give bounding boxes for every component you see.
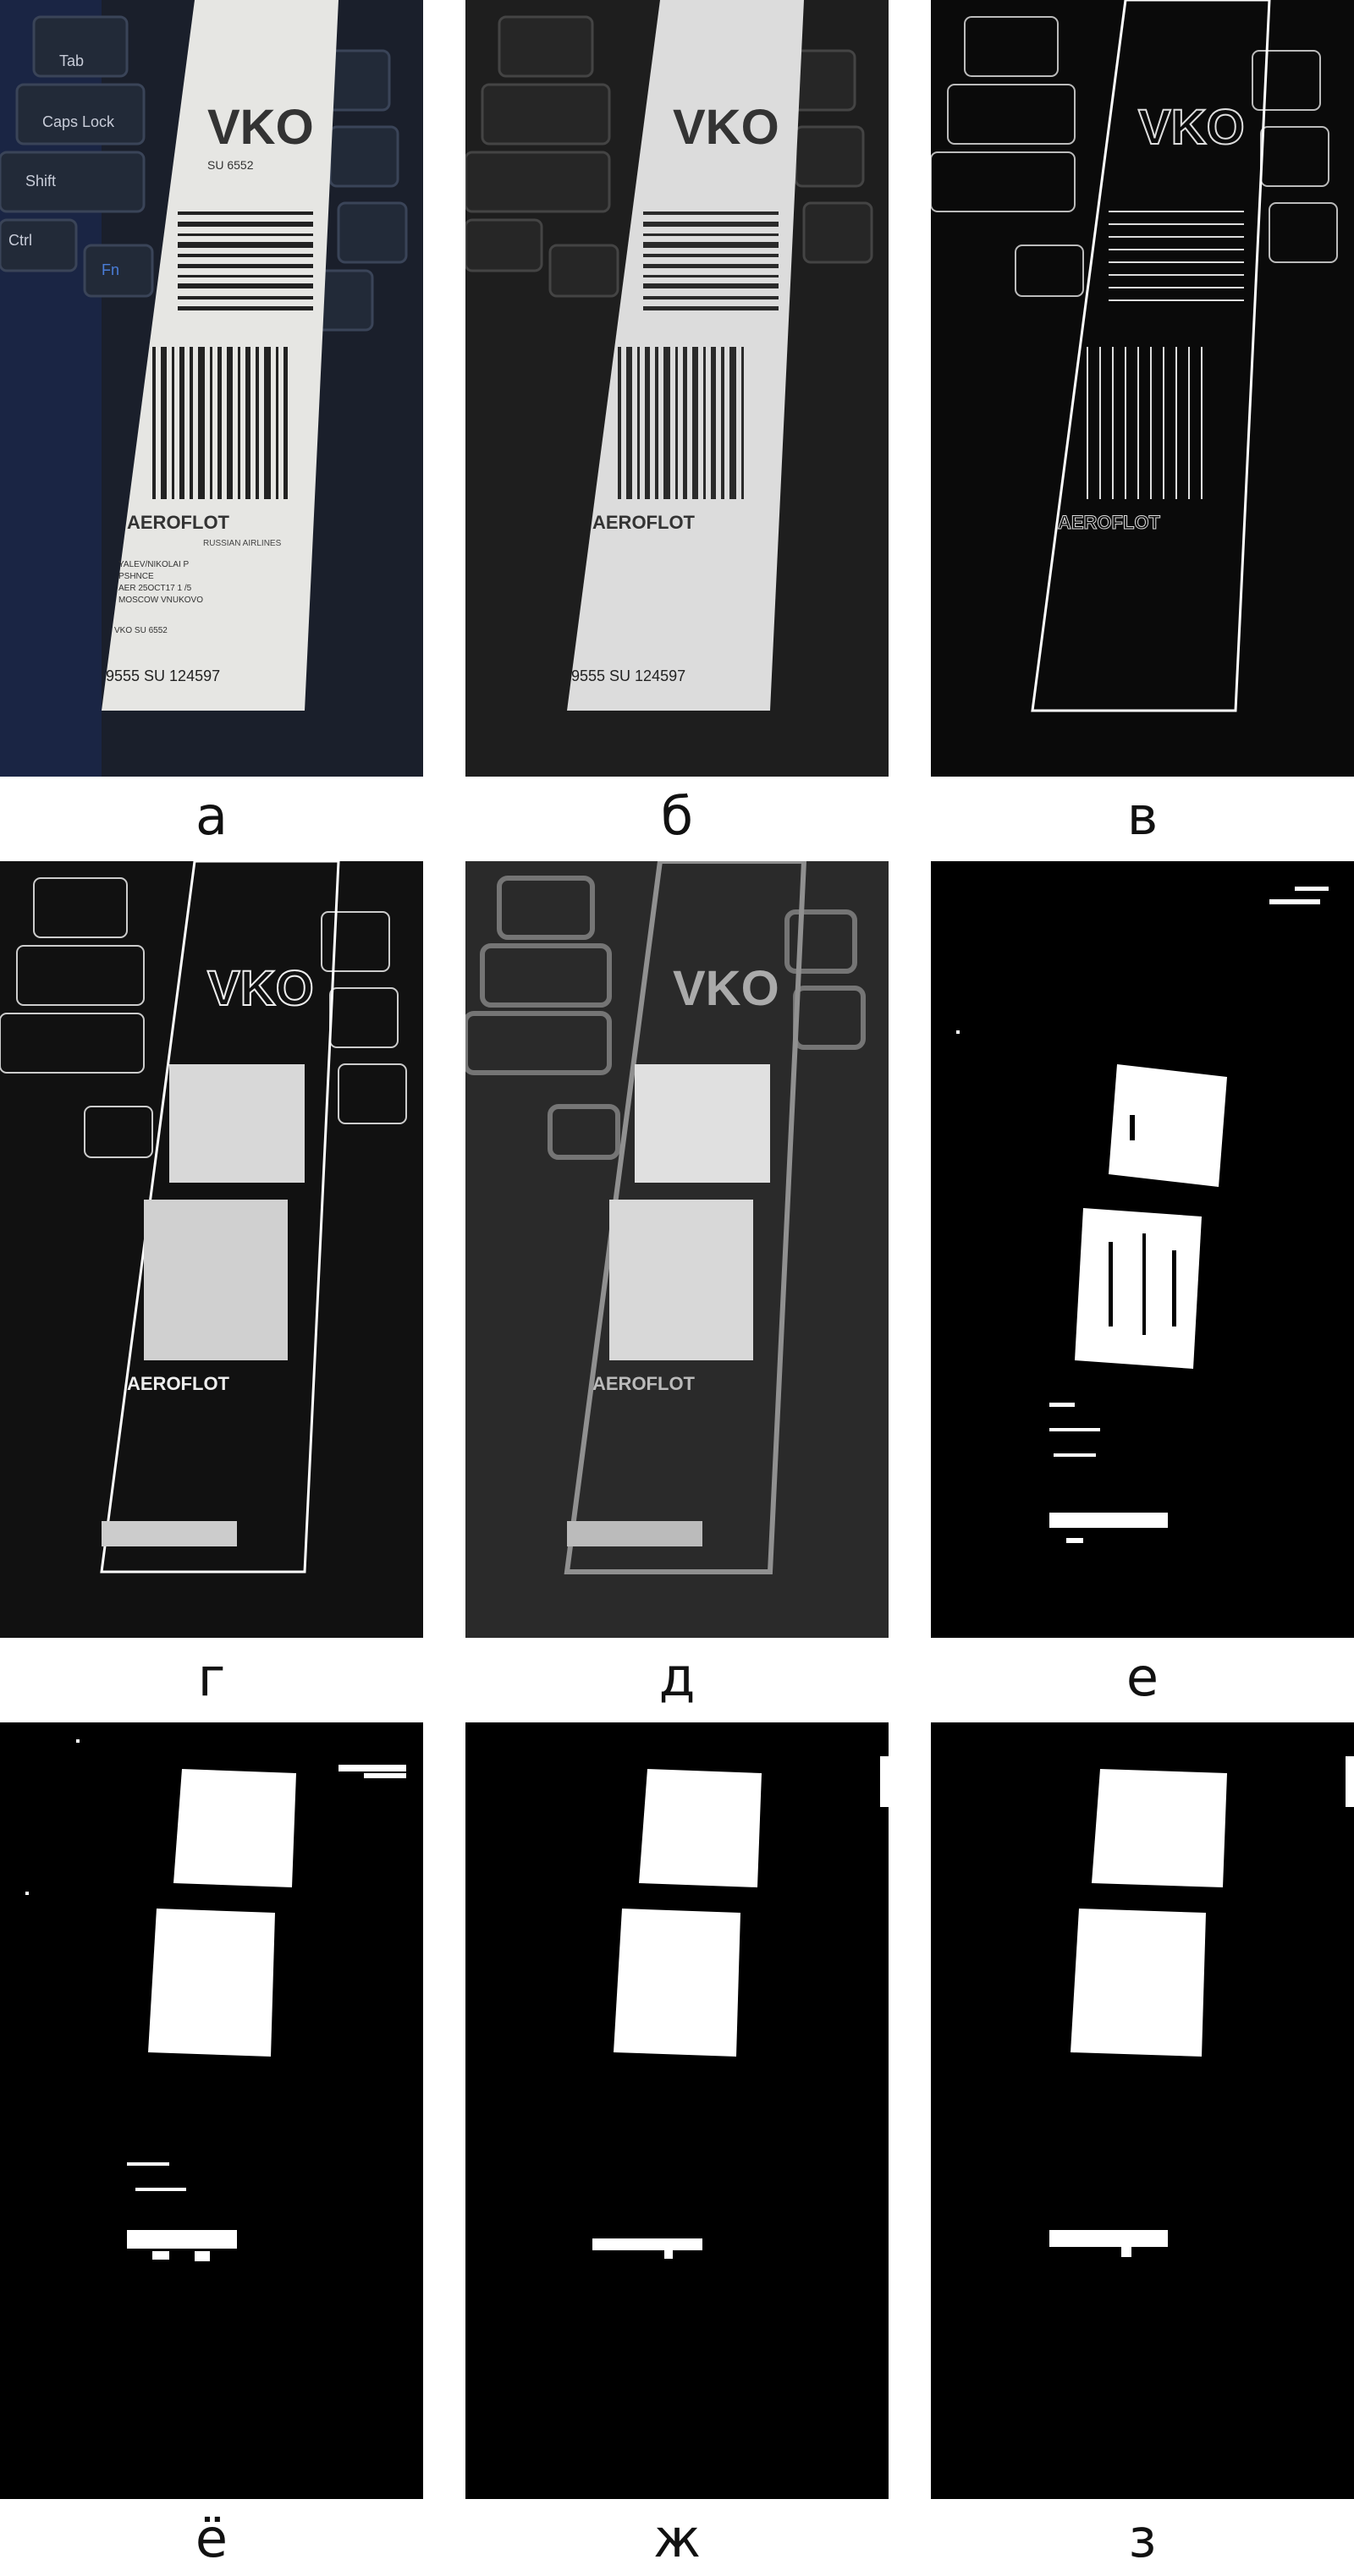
binary-mask-closed xyxy=(0,1722,423,2499)
barcode-top xyxy=(178,203,313,321)
tag-airport-v: VKO xyxy=(1138,100,1245,155)
tag-airport-g: VKO xyxy=(207,961,314,1016)
tag-airline: AEROFLOT xyxy=(127,512,230,533)
binary-mask-noisy xyxy=(931,861,1354,1638)
caption-e: е xyxy=(1126,1646,1159,1708)
tag-airport-d: VKO xyxy=(673,961,779,1016)
panel-d-blurred: VKO AEROFLOT xyxy=(465,861,889,1638)
caption-v: в xyxy=(1126,785,1159,847)
photo-grayscale: VKO AEROFLOT 9555 SU 124597 xyxy=(465,0,889,777)
caption-b: б xyxy=(660,785,694,847)
panel-b-grayscale: VKO AEROFLOT 9555 SU 124597 xyxy=(465,0,889,777)
tag-pax-line-1: YALEV/NIKOLAI P xyxy=(118,560,190,569)
caption-a: а xyxy=(195,785,228,847)
caption-yo: ё xyxy=(195,2507,228,2569)
caption-z: з xyxy=(1128,2507,1157,2569)
photo-blurred: VKO AEROFLOT xyxy=(465,861,889,1638)
panel-yo-morph xyxy=(0,1722,423,2499)
tag-airport: VKO xyxy=(207,100,314,155)
key-ctrl: Ctrl xyxy=(8,232,32,249)
tag-flight: SU 6552 xyxy=(207,158,254,172)
binary-mask-filtered xyxy=(465,1722,889,2499)
tag-number: 9555 SU 124597 xyxy=(106,667,220,684)
panel-a-original-photo: Tab Caps Lock Shift Ctrl Fn VKO SU 6552 xyxy=(0,0,423,777)
tag-airport-b: VKO xyxy=(673,100,779,155)
panel-zh-filtered xyxy=(465,1722,889,2499)
tag-airline-b: AEROFLOT xyxy=(592,512,696,533)
tag-airline-v: AEROFLOT xyxy=(1058,512,1161,533)
caption-zh: ж xyxy=(653,2507,701,2569)
binary-mask-final xyxy=(931,1722,1354,2499)
tag-pax-line-3: AER 25OCT17 1 /5 xyxy=(118,584,192,593)
tag-pax-line-4: MOSCOW VNUKOVO xyxy=(118,596,203,605)
panel-v-edges: VKO AEROFLOT xyxy=(931,0,1354,777)
key-shift: Shift xyxy=(25,173,56,189)
photo-edge-filter-2: VKO AEROFLOT xyxy=(0,861,423,1638)
tag-airline-d: AEROFLOT xyxy=(592,1373,696,1394)
barcode-main xyxy=(152,347,288,499)
panel-g-edges-strong: VKO AEROFLOT xyxy=(0,861,423,1638)
tag-bottom-line: VKO SU 6552 xyxy=(114,626,168,635)
tag-airline-g: AEROFLOT xyxy=(127,1373,230,1394)
key-tab: Tab xyxy=(59,52,84,69)
photo-original: Tab Caps Lock Shift Ctrl Fn VKO SU 6552 xyxy=(0,0,423,777)
panel-z-final xyxy=(931,1722,1354,2499)
key-caps: Caps Lock xyxy=(42,113,115,130)
caption-d: д xyxy=(658,1646,696,1708)
tag-pax-line-2: PSHNCE xyxy=(118,572,154,581)
photo-edge-filter: VKO AEROFLOT xyxy=(931,0,1354,777)
panel-e-threshold xyxy=(931,861,1354,1638)
tag-number-b: 9555 SU 124597 xyxy=(571,667,685,684)
caption-g: г xyxy=(197,1646,226,1708)
key-fn: Fn xyxy=(102,261,119,278)
tag-airline-sub: RUSSIAN AIRLINES xyxy=(203,539,282,548)
